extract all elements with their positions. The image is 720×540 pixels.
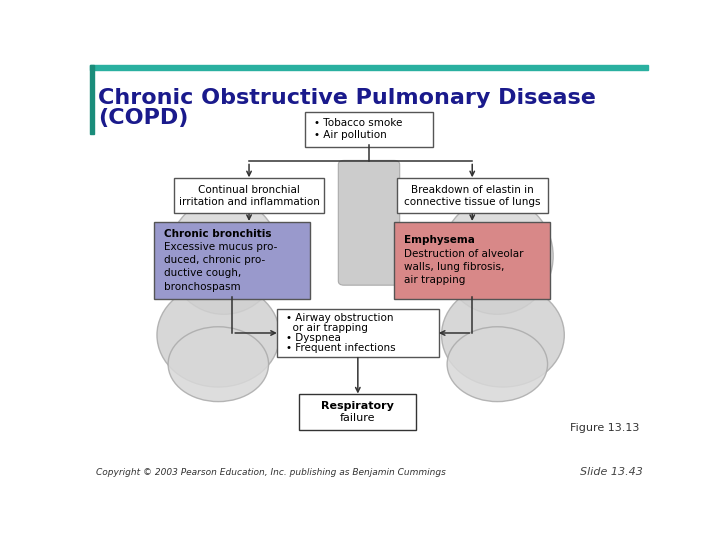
Text: Excessive mucus pro-: Excessive mucus pro-	[163, 242, 277, 252]
Ellipse shape	[168, 198, 279, 314]
Text: Respiratory: Respiratory	[321, 401, 395, 411]
Text: • Tobacco smoke: • Tobacco smoke	[315, 118, 402, 128]
Ellipse shape	[168, 327, 269, 402]
FancyBboxPatch shape	[174, 178, 324, 213]
Text: • Airway obstruction: • Airway obstruction	[287, 313, 394, 323]
Text: walls, lung fibrosis,: walls, lung fibrosis,	[404, 262, 504, 272]
Text: Chronic Obstructive Pulmonary Disease: Chronic Obstructive Pulmonary Disease	[99, 87, 596, 107]
Text: Breakdown of elastin in: Breakdown of elastin in	[411, 185, 534, 194]
Text: duced, chronic pro-: duced, chronic pro-	[163, 255, 265, 265]
Ellipse shape	[441, 283, 564, 387]
Text: Destruction of alveolar: Destruction of alveolar	[404, 248, 523, 259]
Text: failure: failure	[340, 413, 376, 423]
Text: connective tissue of lungs: connective tissue of lungs	[404, 197, 541, 207]
Text: Copyright © 2003 Pearson Education, Inc. publishing as Benjamin Cummings: Copyright © 2003 Pearson Education, Inc.…	[96, 468, 446, 477]
Text: Continual bronchial: Continual bronchial	[198, 185, 300, 194]
Text: Figure 13.13: Figure 13.13	[570, 423, 639, 433]
FancyBboxPatch shape	[305, 112, 433, 147]
Text: • Frequent infections: • Frequent infections	[287, 342, 396, 353]
Text: • Dyspnea: • Dyspnea	[287, 333, 341, 343]
FancyBboxPatch shape	[338, 160, 400, 285]
Text: air trapping: air trapping	[404, 275, 465, 285]
FancyBboxPatch shape	[277, 309, 438, 357]
FancyBboxPatch shape	[154, 222, 310, 299]
Ellipse shape	[227, 223, 266, 273]
Text: bronchospasm: bronchospasm	[163, 282, 240, 292]
Ellipse shape	[456, 223, 495, 273]
Text: irritation and inflammation: irritation and inflammation	[179, 197, 320, 207]
Text: Chronic bronchitis: Chronic bronchitis	[163, 229, 271, 239]
FancyBboxPatch shape	[397, 178, 548, 213]
Text: Slide 13.43: Slide 13.43	[580, 467, 642, 477]
Ellipse shape	[447, 327, 547, 402]
Text: (COPD): (COPD)	[99, 109, 189, 129]
FancyBboxPatch shape	[394, 222, 550, 299]
Ellipse shape	[441, 198, 553, 314]
Text: ductive cough,: ductive cough,	[163, 268, 241, 279]
Bar	[90, 65, 648, 70]
Text: or air trapping: or air trapping	[287, 323, 369, 333]
Text: • Air pollution: • Air pollution	[315, 131, 387, 140]
Text: Emphysema: Emphysema	[404, 235, 474, 245]
FancyBboxPatch shape	[300, 394, 416, 430]
Bar	[90, 65, 94, 134]
Ellipse shape	[157, 283, 280, 387]
